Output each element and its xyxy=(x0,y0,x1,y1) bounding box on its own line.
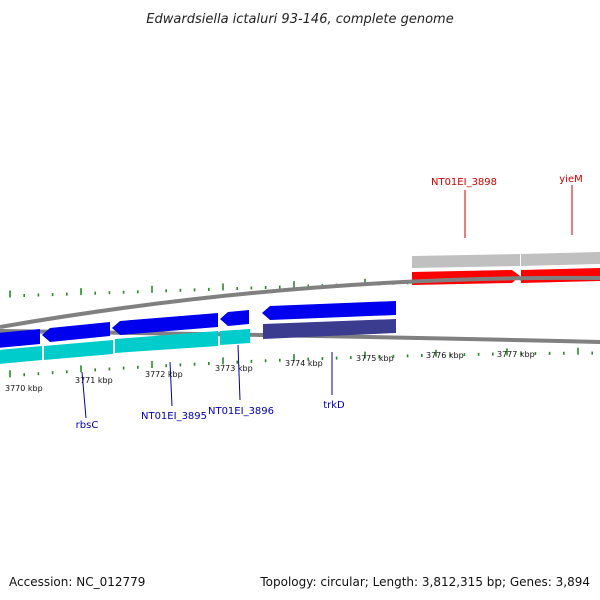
reverse-cds-feature[interactable] xyxy=(112,313,218,335)
gene-label-reverse[interactable]: rbsC xyxy=(76,420,99,431)
reverse-cds-feature[interactable] xyxy=(220,310,249,326)
gene-leader-line xyxy=(169,361,173,407)
scale-tick-label: 3770 kbp xyxy=(5,384,43,393)
gene-label-reverse[interactable]: trkD xyxy=(323,400,345,411)
gene-label-forward[interactable]: yieM xyxy=(559,174,582,185)
gene-leader-line xyxy=(81,371,87,419)
reverse-cds-feature[interactable] xyxy=(0,329,40,348)
gene-leader-line xyxy=(237,344,241,401)
scale-ticks: 3770 kbp 3771 kbp 3772 kbp 3773 kbp 3774… xyxy=(5,350,535,393)
forward-rna-feature[interactable] xyxy=(412,254,520,268)
accession-text: Accession: NC_012779 xyxy=(9,575,145,589)
scale-tick-label: 3771 kbp xyxy=(75,376,113,385)
forward-rna-feature[interactable] xyxy=(521,252,600,266)
gc-skew-track-inner xyxy=(9,347,594,378)
genome-backbone xyxy=(0,275,600,329)
scale-tick-label: 3773 kbp xyxy=(215,364,253,373)
scale-tick-label: 3777 kbp xyxy=(497,350,535,359)
scale-tick-label: 3775 kbp xyxy=(356,354,394,363)
reverse-rna-feature[interactable] xyxy=(115,331,218,353)
reverse-cds-feature[interactable] xyxy=(42,322,110,342)
reverse-strand-track xyxy=(0,301,396,364)
gene-labels: NT01EI_3898 yieM rbsC NT01EI_3895 NT01EI… xyxy=(76,174,583,431)
genome-summary-text: Topology: circular; Length: 3,812,315 bp… xyxy=(259,575,590,589)
reverse-cds-feature[interactable] xyxy=(262,301,396,320)
reverse-rna-feature[interactable] xyxy=(220,329,250,345)
gene-label-reverse[interactable]: NT01EI_3896 xyxy=(208,406,274,417)
scale-tick-label: 3776 kbp xyxy=(426,351,464,360)
gene-label-reverse[interactable]: NT01EI_3895 xyxy=(141,411,207,422)
gene-label-forward[interactable]: NT01EI_3898 xyxy=(431,177,497,188)
reverse-rna-feature[interactable] xyxy=(0,346,42,364)
scale-tick-label: 3774 kbp xyxy=(285,359,323,368)
scale-tick-label: 3772 kbp xyxy=(145,370,183,379)
forward-cds-feature[interactable] xyxy=(521,268,600,283)
map-title: Edwardsiella ictaluri 93-146, complete g… xyxy=(146,12,453,27)
reverse-other-feature[interactable] xyxy=(263,319,396,339)
reverse-rna-feature[interactable] xyxy=(44,340,113,360)
